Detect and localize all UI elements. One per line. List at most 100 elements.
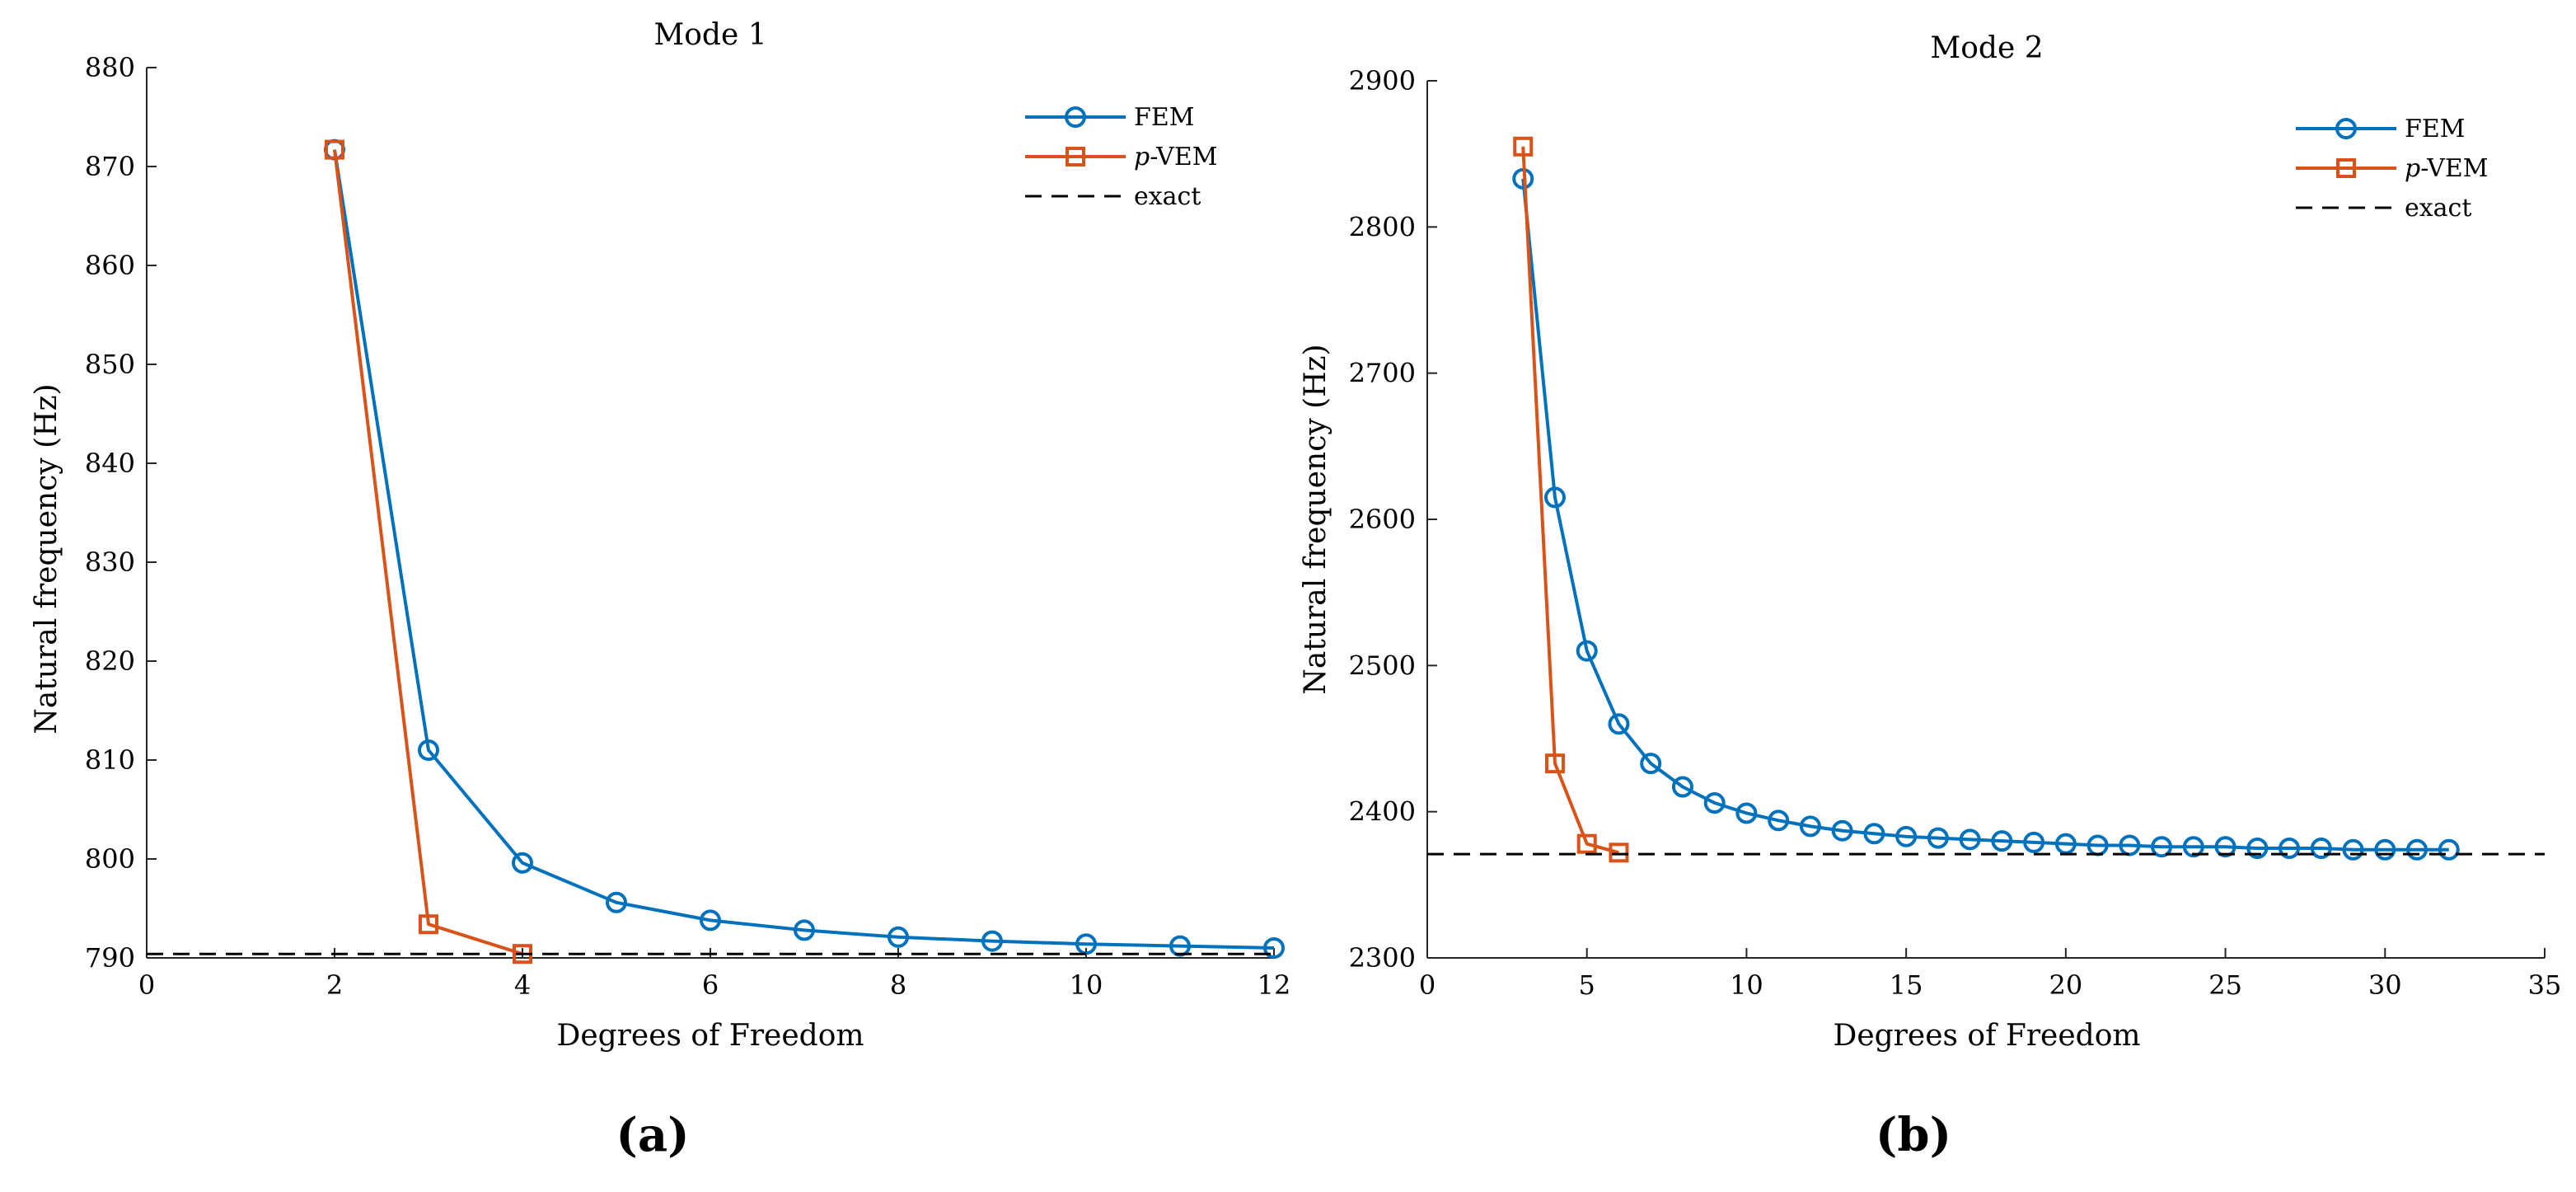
y-tick-label: 880	[85, 52, 135, 83]
x-tick-label: 25	[2208, 969, 2242, 1001]
pvem-series-line	[1521, 146, 1619, 855]
fem-data-point	[2119, 834, 2141, 856]
fem-data-point	[1608, 713, 1630, 735]
chart-title: Mode 1	[653, 18, 766, 52]
fem-data-point	[981, 930, 1003, 952]
legend-label: exact	[1134, 182, 1201, 211]
y-axis-label: Natural frequency (Hz)	[1299, 344, 1332, 694]
fem-series-line	[333, 149, 1275, 950]
y-tick-label: 2700	[1349, 358, 1416, 389]
y-tick-label: 2500	[1349, 650, 1416, 681]
x-tick-label: 4	[514, 969, 531, 1001]
y-tick-label: 840	[85, 448, 135, 479]
legend-label-rest: -VEM	[1150, 143, 1217, 171]
y-tick-label: 820	[85, 645, 135, 677]
legend: FEM p-VEM exact	[1025, 103, 1217, 211]
legend-label-italic: p	[2405, 154, 2420, 183]
legend: FEM p-VEM exact	[2296, 115, 2488, 223]
legend-label-italic: p	[1134, 143, 1150, 171]
fem-data-point	[2342, 838, 2364, 861]
fem-data-point	[1927, 827, 1949, 849]
fem-data-point	[1543, 486, 1566, 509]
pvem-data-point	[1576, 833, 1597, 854]
fem-data-point	[2279, 838, 2301, 859]
fem-data-point	[2406, 838, 2428, 861]
y-tick-label: 2800	[1349, 211, 1416, 242]
fem-data-point	[418, 739, 439, 761]
y-tick-label: 2600	[1349, 504, 1416, 535]
fem-data-point	[1799, 815, 1821, 838]
fem-data-point	[1959, 828, 1981, 851]
fem-data-point	[606, 891, 627, 913]
legend-label: p-VEM	[1134, 143, 1217, 171]
x-tick-label: 2	[326, 969, 343, 1001]
y-tick-label: 870	[85, 151, 135, 182]
fem-data-point	[700, 909, 721, 932]
y-tick-label: 790	[85, 942, 135, 974]
fem-data-point	[2438, 838, 2460, 861]
fem-data-point	[1991, 830, 2013, 852]
legend-fem-marker	[2335, 118, 2357, 139]
fem-data-point	[1831, 819, 1853, 842]
y-tick-label: 850	[85, 349, 135, 380]
y-tick-label: 2900	[1349, 65, 1416, 96]
legend-label: p-VEM	[2405, 154, 2488, 183]
chart-mode-2: Mode 2 Degrees of Freedom Natural freque…	[1299, 31, 2561, 1162]
x-axis-label: Degrees of Freedom	[556, 1019, 864, 1053]
x-tick-label: 0	[1419, 969, 1436, 1001]
x-tick-label: 5	[1579, 969, 1595, 1001]
x-tick-label: 10	[1070, 969, 1103, 1001]
y-tick-label: 810	[85, 744, 135, 776]
fem-data-point	[1863, 823, 1885, 845]
x-tick-label: 8	[890, 969, 906, 1001]
x-axis-label: Degrees of Freedom	[1833, 1019, 2140, 1053]
fem-data-point	[1703, 792, 1726, 814]
legend-label-rest: -VEM	[2420, 154, 2488, 183]
y-axis-label: Natural frequency (Hz)	[30, 383, 63, 734]
legend-pvem-marker	[1066, 147, 1085, 167]
x-tick-label: 6	[702, 969, 719, 1001]
fem-data-point	[1768, 810, 1790, 832]
x-tick-label: 12	[1258, 969, 1291, 1001]
x-tick-label: 15	[1890, 969, 1923, 1001]
fem-data-point	[1576, 640, 1598, 662]
y-tick-label: 2400	[1349, 796, 1416, 828]
y-tick-label: 800	[85, 843, 135, 875]
pvem-data-point	[419, 914, 438, 935]
legend-label: exact	[2405, 194, 2471, 223]
pvem-data-point	[325, 139, 344, 160]
fem-data-point	[2182, 836, 2204, 858]
fem-series-line	[1521, 178, 2449, 852]
x-tick-label: 35	[2528, 969, 2562, 1001]
fem-data-point	[888, 926, 909, 948]
fem-data-point	[2151, 836, 2173, 858]
pvem-series-line	[333, 149, 523, 956]
x-tick-label: 10	[1730, 969, 1763, 1001]
chart-mode-1: Mode 1 Degrees of Freedom Natural freque…	[30, 18, 1290, 1162]
panel-label: (b)	[1876, 1108, 1951, 1162]
fem-data-point	[1895, 825, 1918, 847]
pvem-data-point	[1513, 136, 1534, 157]
fem-data-point	[512, 852, 533, 874]
chart-title: Mode 2	[1930, 31, 2043, 65]
y-tick-label: 2300	[1349, 942, 1416, 974]
legend-fem-marker	[1065, 106, 1086, 128]
fem-data-point	[2023, 831, 2045, 853]
fem-data-point	[2214, 836, 2236, 858]
fem-data-point	[2246, 838, 2269, 859]
fem-data-point	[1735, 802, 1758, 824]
legend-label: FEM	[1134, 103, 1194, 132]
y-tick-label: 860	[85, 250, 135, 281]
panel-label: (a)	[616, 1108, 689, 1162]
x-tick-label: 20	[2049, 969, 2082, 1001]
fem-data-point	[794, 919, 815, 941]
pvem-data-point	[1544, 753, 1565, 774]
x-tick-label: 30	[2368, 969, 2402, 1001]
fem-data-point	[1640, 753, 1662, 775]
fem-data-point	[1263, 937, 1285, 959]
legend-pvem-marker	[2336, 158, 2356, 178]
fem-data-point	[2374, 838, 2396, 861]
fem-data-point	[2310, 838, 2332, 859]
legend-label: FEM	[2405, 115, 2465, 143]
